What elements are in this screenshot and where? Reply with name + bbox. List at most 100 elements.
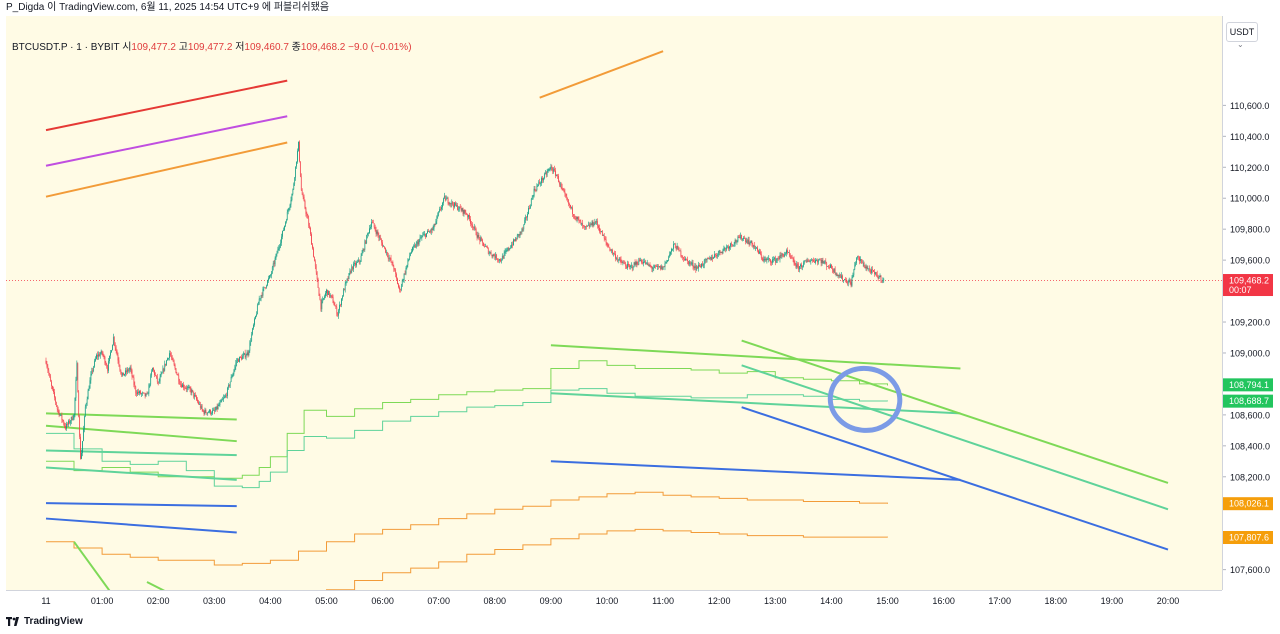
price-tick-label: 109,800.0 bbox=[1230, 225, 1270, 235]
candle-body bbox=[842, 275, 843, 281]
candle-body bbox=[302, 194, 304, 197]
candle-body bbox=[156, 376, 158, 382]
candle-body bbox=[327, 289, 328, 296]
candle-body bbox=[264, 287, 266, 288]
candle-body bbox=[486, 246, 487, 247]
candle-body bbox=[287, 210, 289, 213]
candle-body bbox=[103, 355, 105, 357]
candle-body bbox=[874, 272, 876, 275]
candle-body bbox=[171, 357, 173, 359]
candle-body bbox=[601, 231, 603, 236]
candle-body bbox=[659, 266, 660, 267]
symbol-label[interactable]: BTCUSDT.P · 1 · BYBIT bbox=[12, 42, 120, 53]
candle-body bbox=[654, 265, 656, 268]
candle-body bbox=[157, 381, 159, 383]
price-badge-2 bbox=[1223, 394, 1273, 408]
time-tick-label: 05:00 bbox=[315, 596, 338, 606]
candle-body bbox=[574, 217, 576, 219]
candle-body bbox=[229, 381, 231, 387]
candle-body bbox=[69, 420, 70, 424]
candle-body bbox=[850, 282, 852, 286]
time-tick-label: 10:00 bbox=[596, 596, 619, 606]
candle-body bbox=[110, 352, 111, 356]
candle-body bbox=[855, 263, 857, 265]
candle-body bbox=[837, 274, 839, 276]
candle-body bbox=[64, 424, 66, 427]
candle-body bbox=[708, 258, 710, 260]
candle-body bbox=[286, 212, 288, 221]
candle-body bbox=[379, 237, 381, 239]
candle-body bbox=[126, 370, 127, 373]
open-label: 시 bbox=[122, 42, 132, 53]
candle-body bbox=[699, 264, 700, 267]
candle-body bbox=[676, 246, 678, 250]
candle-body bbox=[870, 270, 872, 273]
candle-body bbox=[581, 223, 583, 225]
candle-body bbox=[331, 295, 333, 297]
candle-body bbox=[467, 214, 469, 218]
candle-body bbox=[155, 375, 157, 377]
candle-body bbox=[255, 316, 256, 319]
candle-body bbox=[852, 274, 854, 278]
candle-body bbox=[185, 388, 187, 390]
candle-body bbox=[629, 265, 630, 267]
candle-body bbox=[153, 367, 154, 371]
candle-body bbox=[382, 242, 383, 247]
candle-body bbox=[472, 227, 474, 229]
candle-body bbox=[558, 182, 560, 185]
candle-body bbox=[499, 259, 500, 261]
candle-body bbox=[367, 233, 368, 236]
candle-body bbox=[332, 296, 334, 303]
chart-canvas[interactable]: BTCUSDT.P · 1 · BYBIT 시109,477.2 고109,47… bbox=[6, 16, 1222, 590]
candle-body bbox=[746, 240, 748, 244]
candle-body bbox=[721, 252, 723, 254]
author-name[interactable]: P_Digda bbox=[6, 2, 45, 13]
candle-body bbox=[460, 208, 462, 211]
candle-body bbox=[765, 259, 767, 261]
candle-body bbox=[142, 392, 144, 394]
candle-body bbox=[545, 172, 547, 175]
candle-body bbox=[580, 220, 582, 225]
price-axis[interactable]: 110,600.0 110,400.0 110,200.0 110,000.0 109,… bbox=[1222, 16, 1273, 606]
candle-body bbox=[393, 266, 395, 270]
brand-label[interactable]: TradingView bbox=[24, 616, 83, 627]
candle-body bbox=[198, 403, 200, 405]
candle-body bbox=[371, 222, 372, 228]
candle-body bbox=[376, 231, 378, 234]
price-badge-4-label: 107,807.6 bbox=[1229, 533, 1269, 543]
price-chart[interactable] bbox=[6, 16, 1222, 590]
candle-body bbox=[566, 196, 568, 200]
price-tick-label: 110,600.0 bbox=[1230, 101, 1269, 111]
candle-body bbox=[124, 374, 125, 376]
trendline-6 bbox=[45, 424, 237, 443]
candle-body bbox=[260, 295, 262, 299]
candle-body bbox=[502, 255, 504, 259]
candle-body bbox=[709, 257, 711, 260]
candle-body bbox=[387, 255, 389, 259]
candle-body bbox=[497, 259, 498, 260]
candle-body bbox=[125, 370, 126, 375]
price-badge-1-label: 108,794.1 bbox=[1229, 380, 1269, 390]
candle-body bbox=[164, 363, 166, 371]
currency-selector[interactable]: USDT bbox=[1226, 22, 1258, 42]
candle-body bbox=[174, 364, 176, 369]
candle-body bbox=[182, 384, 183, 388]
candle-body bbox=[550, 166, 552, 168]
candle-body bbox=[759, 251, 760, 254]
time-axis[interactable]: 11 01:00 02:00 03:00 04:00 05:00 06:00 07:00 08:… bbox=[6, 590, 1222, 610]
candle-body bbox=[780, 255, 782, 256]
candle-body bbox=[340, 304, 341, 306]
candle-body bbox=[200, 406, 202, 409]
candle-body bbox=[294, 177, 296, 184]
chevron-down-icon[interactable]: ⌄ bbox=[1237, 40, 1244, 49]
trendline-10 bbox=[45, 517, 237, 534]
candle-body bbox=[724, 248, 726, 249]
candle-body bbox=[312, 244, 313, 249]
candle-body bbox=[785, 253, 786, 255]
candle-body bbox=[455, 202, 456, 206]
candle-body bbox=[791, 257, 793, 259]
time-tick-label: 15:00 bbox=[876, 596, 899, 606]
candle-body bbox=[735, 240, 737, 242]
candle-body bbox=[418, 240, 420, 245]
candle-body bbox=[410, 253, 411, 256]
